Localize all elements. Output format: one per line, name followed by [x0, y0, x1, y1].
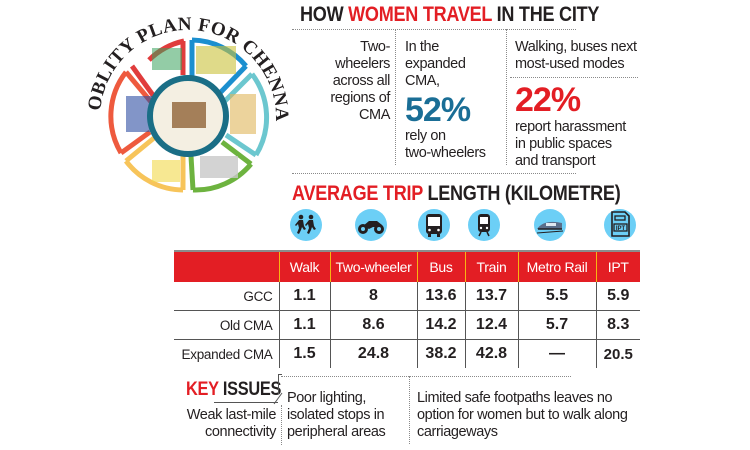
table-cell: 20.5 — [595, 339, 640, 368]
stat-line: in public spaces — [515, 136, 612, 152]
title-part: HOW — [300, 3, 349, 26]
key-issues-title: KEY ISSUES — [186, 379, 281, 401]
stat-line: expanded — [405, 56, 466, 72]
issue-line: option for women but to walk along — [417, 407, 628, 423]
divider — [395, 29, 396, 165]
table-cell: 1.1 — [278, 310, 330, 340]
table-cell: 8.3 — [595, 310, 640, 340]
motorcycle-icon — [355, 209, 387, 241]
issue-line: peripheral areas — [287, 424, 386, 440]
title-underline — [214, 402, 278, 403]
issue-line: Weak last-mile — [186, 407, 277, 423]
metro-rail-icon — [534, 209, 566, 241]
table-cell: 12.4 — [464, 310, 518, 340]
title-highlight: WOMEN TRAVEL — [348, 3, 492, 26]
table-row: Old CMA 1.1 8.6 14.2 12.4 5.7 8.3 — [174, 310, 640, 340]
column-header-ipt: IPT — [595, 250, 640, 282]
stat-line: two-wheelers — [405, 145, 486, 161]
issue-line: carriageways — [417, 424, 498, 440]
stat-line: Walking, buses next — [515, 39, 637, 55]
stat-line: CMA — [358, 107, 390, 123]
table-cell: 5.9 — [595, 282, 640, 311]
table-cell: 8.6 — [329, 310, 417, 340]
stat-line: regions of — [330, 90, 390, 106]
table-cell: 24.8 — [329, 339, 417, 368]
table-cell: 13.6 — [416, 282, 465, 311]
stat-harassment: 22% report harassment in public spaces a… — [515, 83, 645, 170]
table-cell: 38.2 — [416, 339, 465, 368]
title-highlight: AVERAGE TRIP — [292, 182, 423, 205]
divider — [506, 29, 507, 165]
stat-line: rely on — [405, 128, 446, 144]
stat-line: Two- — [360, 39, 390, 55]
divider — [281, 376, 571, 377]
issue-line: isolated stops in — [287, 407, 385, 423]
logo-wheel-graphic: MOBLITY PLAN FOR CHENNAI — [61, 0, 292, 193]
stat-22-percent: 22% — [515, 81, 581, 119]
stat-expanded-cma: In the expanded CMA, 52% rely on two-whe… — [405, 39, 505, 162]
walk-icon — [290, 209, 322, 241]
table-cell: 14.2 — [416, 310, 465, 340]
ipt-icon: IPT — [604, 209, 636, 241]
divider — [281, 405, 282, 445]
table-cell: 5.7 — [517, 310, 596, 340]
train-icon — [468, 209, 500, 241]
column-header-walk: Walk — [278, 250, 330, 282]
table-cell: 13.7 — [464, 282, 518, 311]
table-cell: — — [517, 339, 596, 368]
title-bracket — [278, 374, 279, 394]
table-header-row: Walk Two-wheeler Bus Train Metro Rail IP… — [174, 250, 640, 282]
divider — [292, 29, 576, 30]
column-header-bus: Bus — [416, 250, 465, 282]
table-cell: 5.5 — [517, 282, 596, 311]
stat-line: and transport — [515, 153, 596, 169]
table-row: GCC 1.1 8 13.6 13.7 5.5 5.9 — [174, 282, 640, 311]
stat-walking-buses: Walking, buses next most-used modes — [515, 39, 645, 73]
trip-length-title: AVERAGE TRIP LENGTH (KILOMETRE) — [292, 182, 621, 206]
column-header-two-wheeler: Two-wheeler — [329, 250, 417, 282]
stat-line: most-used modes — [515, 56, 625, 72]
row-label: GCC — [174, 282, 279, 311]
svg-text:IPT: IPT — [616, 226, 626, 232]
issue-poor-lighting: Poor lighting, isolated stops in periphe… — [287, 390, 407, 441]
title-highlight: KEY — [186, 379, 219, 400]
table-cell: 1.1 — [278, 282, 330, 311]
issue-footpaths: Limited safe footpaths leaves no option … — [417, 390, 647, 441]
women-travel-title: HOW WOMEN TRAVEL IN THE CITY — [300, 3, 599, 27]
column-header-metro-rail: Metro Rail — [517, 250, 596, 282]
title-bracket — [278, 374, 282, 375]
column-header-train: Train — [464, 250, 518, 282]
column-header-blank — [174, 250, 279, 282]
stat-two-wheelers-cma: Two- wheelers across all regions of CMA — [318, 39, 390, 124]
table-cell: 42.8 — [464, 339, 518, 368]
title-part: IN THE CITY — [491, 3, 600, 26]
divider — [409, 376, 410, 444]
issue-last-mile: Weak last-mile connectivity — [170, 407, 277, 441]
bus-icon — [418, 209, 450, 241]
table-row: Expanded CMA 1.5 24.8 38.2 42.8 — 20.5 — [174, 339, 640, 368]
divider — [292, 173, 576, 174]
bracket-slant — [273, 392, 283, 405]
issue-line: Limited safe footpaths leaves no — [417, 390, 613, 406]
stat-line: In the — [405, 39, 439, 55]
divider — [510, 77, 638, 78]
stat-line: across all — [332, 73, 391, 89]
stat-line: wheelers — [335, 56, 390, 72]
issue-line: Poor lighting, — [287, 390, 367, 406]
row-label: Old CMA — [174, 310, 279, 340]
table-cell: 8 — [329, 282, 417, 311]
row-label: Expanded CMA — [181, 346, 273, 362]
table-cell: 1.5 — [278, 339, 330, 368]
stat-line: CMA, — [405, 73, 440, 89]
mobility-plan-logo: MOBLITY PLAN FOR CHENNAI — [61, 0, 310, 225]
stat-line: report harassment — [515, 119, 626, 135]
issue-line: connectivity — [205, 424, 276, 440]
title-part: LENGTH (KILOMETRE) — [422, 182, 621, 205]
trip-length-table: Walk Two-wheeler Bus Train Metro Rail IP… — [174, 250, 640, 368]
stat-52-percent: 52% — [405, 91, 471, 129]
title-part: ISSUES — [218, 379, 282, 400]
